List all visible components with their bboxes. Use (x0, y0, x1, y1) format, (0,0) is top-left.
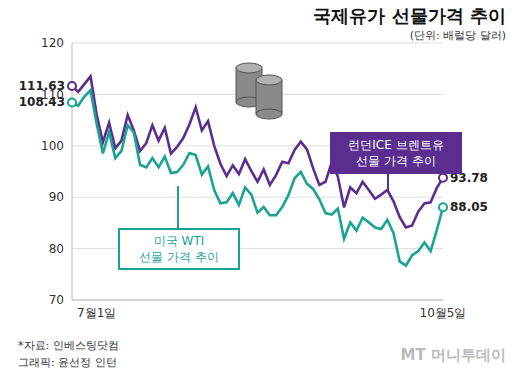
svg-text:80: 80 (49, 242, 64, 256)
svg-text:7월1일: 7월1일 (77, 306, 116, 320)
html-text:MT 머니투데이: MT 머니투데이 (400, 346, 506, 364)
svg-text:120: 120 (41, 36, 64, 50)
html-text:미국 WTI: 미국 WTI (153, 234, 205, 248)
svg-text:70: 70 (49, 293, 64, 307)
svg-text:100: 100 (41, 139, 64, 153)
html-text:*자료: 인베스팅닷컴: *자료: 인베스팅닷컴 (18, 339, 119, 352)
svg-text:111.63: 111.63 (18, 79, 65, 93)
html-text:(단위: 배럴당 달러): (단위: 배럴당 달러) (409, 29, 506, 42)
html-text:선물 가격 추이: 선물 가격 추이 (139, 250, 219, 264)
svg-text:10월5일: 10월5일 (420, 306, 467, 320)
html-text:선물 가격 추이: 선물 가격 추이 (356, 154, 436, 168)
html-text:국제유가 선물가격 추이: 국제유가 선물가격 추이 (313, 5, 506, 26)
html-text:런던ICE 브렌트유: 런던ICE 브렌트유 (348, 138, 444, 152)
svg-text:110: 110 (41, 88, 64, 102)
html-text:그래픽: 윤선정 인턴: 그래픽: 윤선정 인턴 (18, 356, 117, 369)
svg-text:93.78: 93.78 (450, 170, 488, 185)
svg-text:88.05: 88.05 (450, 200, 488, 214)
svg-text:90: 90 (49, 190, 64, 204)
svg-text:108.43: 108.43 (18, 95, 65, 110)
